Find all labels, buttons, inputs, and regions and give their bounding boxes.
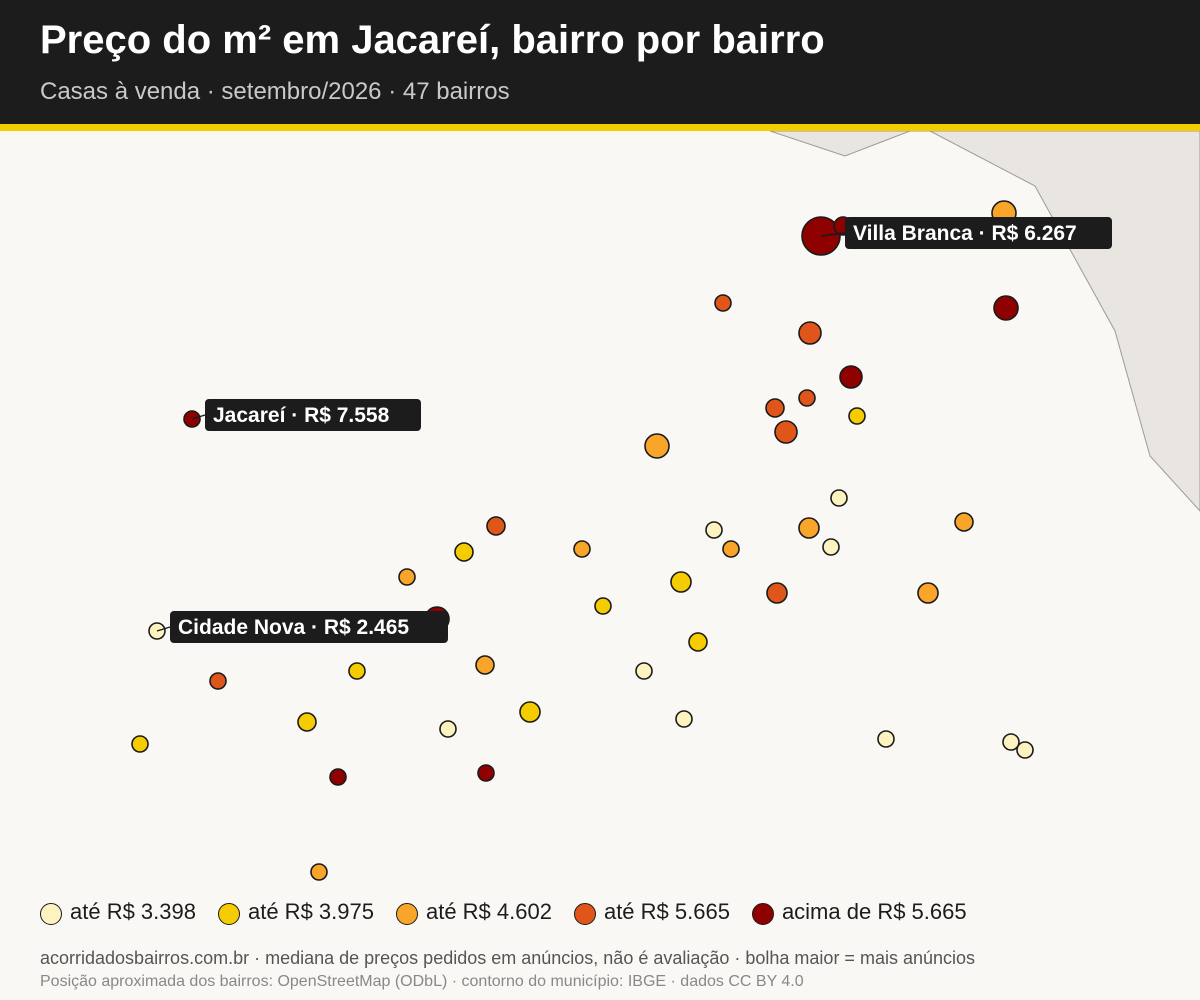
- legend-item: até R$ 4.602: [395, 899, 552, 925]
- legend-item: acima de R$ 5.665: [751, 899, 967, 925]
- callout-label: Cidade Nova · R$ 2.465: [156, 611, 448, 643]
- neighborhood-bubble: [573, 540, 591, 558]
- neighborhood-bubble: [993, 295, 1019, 321]
- neighborhood-bubble: [839, 365, 863, 389]
- neighborhood-bubble: [830, 489, 848, 507]
- legend-swatch: [217, 903, 240, 925]
- neighborhood-bubble: [439, 720, 457, 738]
- neighborhood-bubble: [475, 655, 495, 675]
- legend-item: até R$ 3.975: [217, 899, 374, 925]
- callout-text: Cidade Nova · R$ 2.465: [178, 616, 409, 639]
- legend-swatch: [395, 903, 418, 925]
- legend-item: até R$ 5.665: [573, 899, 730, 925]
- neighborhood-bubble: [329, 768, 347, 786]
- neighborhood-bubble: [644, 433, 670, 459]
- callout-text: Jacareí · R$ 7.558: [213, 404, 390, 427]
- neighborhood-bubble: [209, 672, 227, 690]
- callout-leader: [191, 414, 206, 420]
- neighborhood-bubble: [131, 735, 149, 753]
- neighborhood-bubble: [1016, 741, 1034, 759]
- callout-text: Villa Branca · R$ 6.267: [853, 222, 1077, 245]
- neighborhood-bubble: [774, 420, 798, 444]
- neighborhood-bubble: [310, 863, 328, 881]
- neighborhood-bubble: [348, 662, 366, 680]
- bubble-map: Villa Branca · R$ 6.267 Jacareí · R$ 7.55…: [131, 131, 1200, 881]
- legend-label: até R$ 4.602: [425, 899, 552, 924]
- page-subtitle: Casas à venda · setembro/2026 · 47 bairr…: [40, 78, 510, 105]
- callout-label: Jacareí · R$ 7.558: [191, 399, 421, 431]
- callout-leader: [156, 626, 171, 632]
- legend-item: até R$ 3.398: [40, 899, 196, 925]
- neighborhood-bubble: [917, 582, 939, 604]
- accent-bar: [0, 124, 1200, 131]
- callout-box: [170, 611, 448, 643]
- legend-swatch: [573, 903, 596, 925]
- neighborhood-bubble: [454, 542, 474, 562]
- neighborhood-bubble: [519, 701, 541, 723]
- legend-label: até R$ 3.398: [70, 899, 196, 924]
- callout-leader: [820, 232, 846, 237]
- legend-label: até R$ 5.665: [603, 899, 730, 924]
- neighborhood-bubble: [766, 582, 788, 604]
- neighborhood-bubble: [765, 398, 785, 418]
- neighborhood-bubble: [954, 512, 974, 532]
- neighborhood-bubble: [877, 730, 895, 748]
- callout-box: [845, 217, 1112, 249]
- neighborhood-bubble: [477, 764, 495, 782]
- callout-label: Villa Branca · R$ 6.267: [820, 217, 1112, 249]
- neighborhood-bubble: [798, 517, 820, 539]
- legend-label: até R$ 3.975: [247, 899, 374, 924]
- neighborhood-bubble: [688, 632, 708, 652]
- neighborhood-bubble: [398, 568, 416, 586]
- neighborhood-bubble: [798, 389, 816, 407]
- footer-source: acorridadosbairros.com.br · mediana de p…: [40, 948, 976, 968]
- labels-layer: Villa Branca · R$ 6.267 Jacareí · R$ 7.55…: [156, 217, 1112, 643]
- footer-credits: Posição aproximada dos bairros: OpenStre…: [40, 973, 804, 990]
- neighborhood-bubble: [594, 597, 612, 615]
- page-title: Preço do m² em Jacareí, bairro por bairr…: [40, 18, 825, 62]
- neighborhood-bubble: [722, 540, 740, 558]
- legend-label: acima de R$ 5.665: [781, 899, 967, 924]
- callout-box: [205, 399, 421, 431]
- neighborhood-bubble: [1002, 733, 1020, 751]
- neighborhood-bubble: [705, 521, 723, 539]
- neighborhood-bubble: [675, 710, 693, 728]
- neighborhood-bubble: [798, 321, 822, 345]
- neighborhood-bubble: [486, 516, 506, 536]
- legend-swatch: [40, 903, 62, 925]
- bubbles-layer: [131, 200, 1034, 881]
- neighborhood-bubble: [714, 294, 732, 312]
- header: Preço do m² em Jacareí, bairro por bairr…: [0, 0, 1200, 124]
- neighborhood-bubble: [670, 571, 692, 593]
- neighborhood-bubble: [848, 407, 866, 425]
- outside-area: [769, 131, 1200, 512]
- neighborhood-bubble: [822, 538, 840, 556]
- legend: até R$ 3.398 até R$ 3.975 até R$ 4.602 até …: [40, 896, 967, 928]
- legend-swatch: [751, 903, 774, 925]
- neighborhood-bubble: [635, 662, 653, 680]
- neighborhood-bubble: [297, 712, 317, 732]
